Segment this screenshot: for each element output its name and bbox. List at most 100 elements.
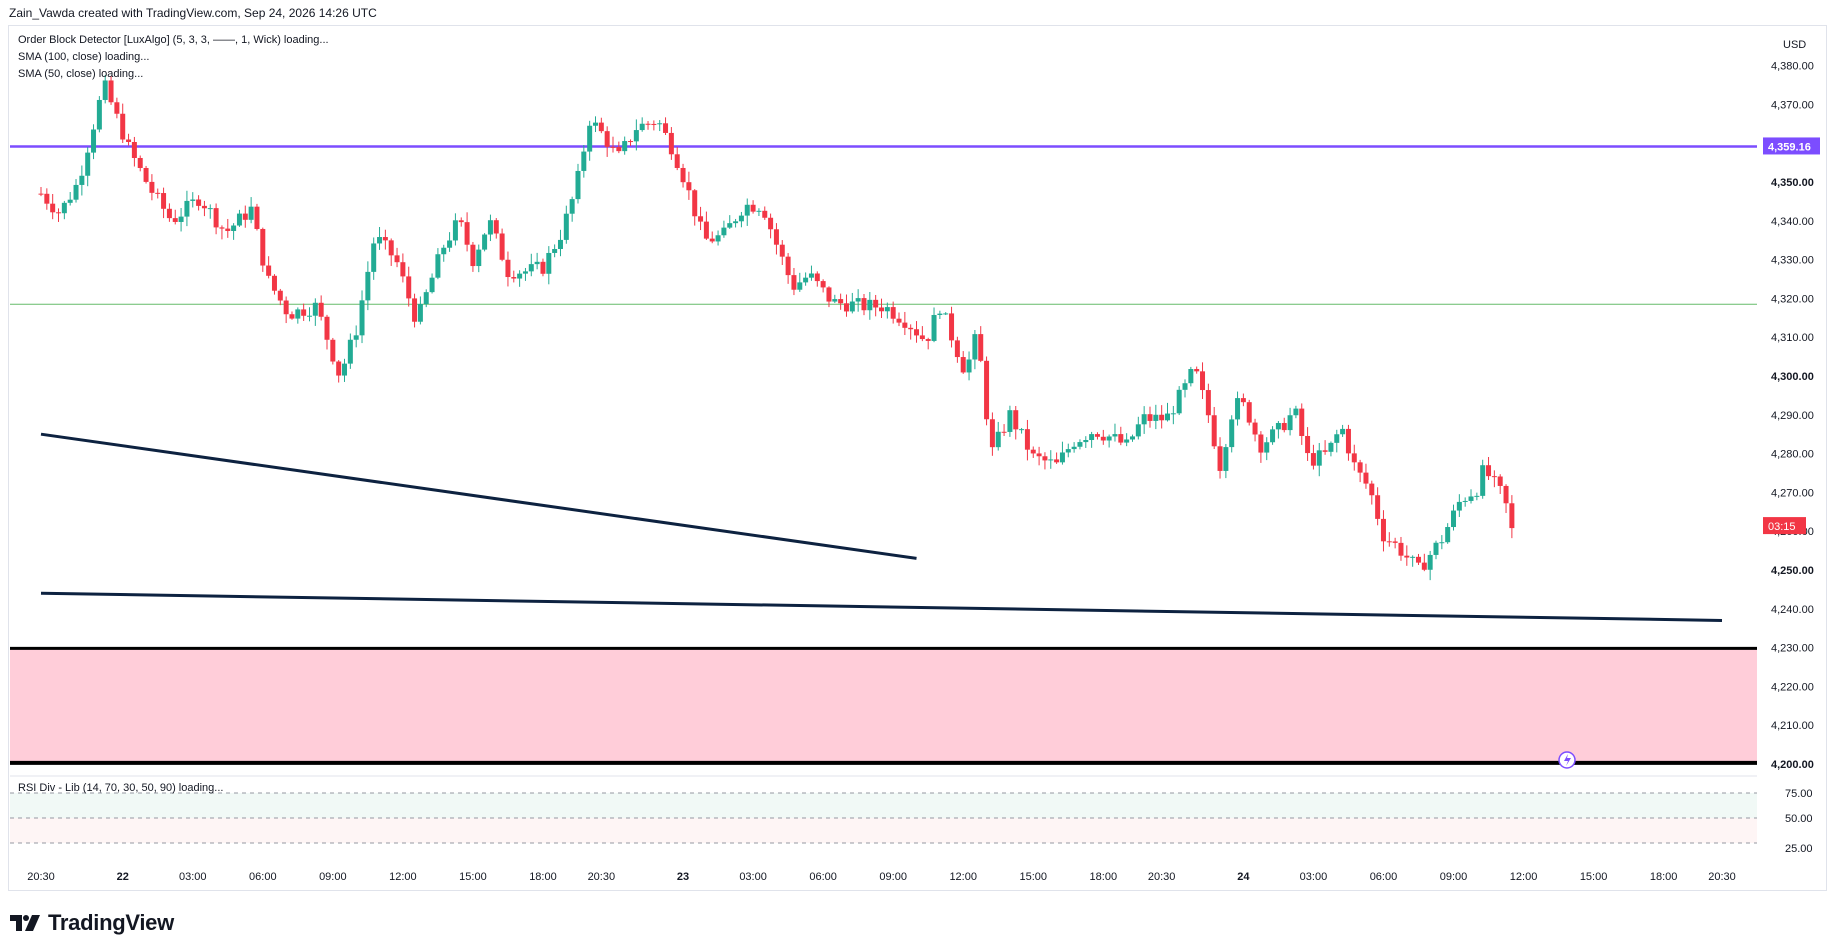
candle-down [1486, 465, 1492, 477]
candle-down [336, 361, 342, 376]
price-tick-label: 4,230.00 [1771, 643, 1814, 655]
candle-up [248, 206, 254, 220]
candle-down [949, 313, 955, 341]
candle-down [1404, 555, 1410, 558]
time-tick-label: 03:00 [1300, 871, 1328, 883]
price-tick-label: 4,330.00 [1771, 255, 1814, 267]
candle-down [283, 300, 289, 315]
indicator-sma100[interactable]: SMA (100, close) loading... [18, 51, 150, 63]
candle-down [902, 322, 908, 328]
candle-up [972, 334, 978, 360]
candle-down [318, 302, 324, 317]
price-label-bg [1763, 137, 1820, 155]
candle-up [1439, 542, 1445, 544]
candle-up [85, 152, 91, 176]
candle-up [546, 252, 552, 274]
candle-down [1281, 422, 1287, 431]
time-tick-label: 18:00 [1650, 871, 1678, 883]
candle-down [826, 287, 832, 302]
countdown-bg [1763, 517, 1806, 535]
price-tick-label: 4,250.00 [1771, 565, 1814, 577]
candle-down [785, 256, 791, 276]
rsi-tick-label: 50.00 [1785, 813, 1813, 825]
candle-up [79, 175, 85, 185]
candle-down [1147, 414, 1153, 421]
candle-down [464, 222, 470, 245]
candle-down [1369, 483, 1375, 496]
candle-up [1427, 554, 1433, 570]
candle-down [225, 228, 231, 232]
candle-up [435, 254, 441, 278]
indicator-rsi[interactable]: RSI Div - Lib (14, 70, 30, 50, 90) loadi… [18, 782, 224, 794]
candle-up [306, 315, 312, 317]
candle-down [698, 216, 704, 222]
candle-up [417, 304, 423, 322]
indicator-order-block[interactable]: Order Block Detector [LuxAlgo] (5, 3, 3,… [18, 34, 329, 46]
candle-up [756, 210, 762, 212]
candle-down [1398, 542, 1404, 556]
candle-down [219, 227, 225, 229]
candle-up [622, 141, 628, 152]
candle-down [540, 261, 546, 274]
candle-up [1170, 413, 1176, 415]
indicator-sma50[interactable]: SMA (50, close) loading... [18, 68, 144, 80]
lightning-icon [1564, 754, 1571, 766]
candle-down [1509, 503, 1515, 529]
time-tick-label: 18:00 [1090, 871, 1118, 883]
candle-up [1083, 440, 1089, 443]
time-tick-label: 09:00 [1440, 871, 1468, 883]
candle-up [1462, 500, 1468, 502]
chart-frame [8, 25, 1827, 891]
tradingview-logo[interactable]: TradingView [10, 910, 174, 936]
candle-down [1054, 459, 1060, 463]
candle-up [1340, 428, 1346, 435]
candle-up [1445, 527, 1451, 543]
candle-up [91, 129, 97, 153]
candle-up [639, 123, 645, 131]
candle-down [1246, 402, 1252, 423]
candle-down [382, 237, 388, 241]
candle-down [1211, 415, 1217, 447]
candle-down [1497, 476, 1503, 486]
candle-down [610, 146, 616, 148]
candle-up [715, 235, 721, 242]
candle-down [266, 265, 272, 276]
candle-down [1205, 390, 1211, 416]
time-tick-label: 20:30 [1708, 871, 1736, 883]
price-tick-label: 4,280.00 [1771, 449, 1814, 461]
candle-up [557, 239, 563, 250]
time-tick-label: 03:00 [739, 871, 767, 883]
candle-up [1112, 434, 1118, 437]
candle-up [808, 273, 814, 278]
candle-down [143, 167, 149, 182]
candle-up [1182, 383, 1188, 390]
candle-up [1287, 415, 1293, 431]
candle-up [1153, 414, 1159, 421]
candle-down [277, 290, 283, 301]
candle-up [295, 309, 301, 319]
price-tick-label: 4,270.00 [1771, 487, 1814, 499]
candle-down [1258, 434, 1264, 453]
candle-down [254, 206, 260, 229]
candle-down [1217, 446, 1223, 471]
candle-down [499, 233, 505, 260]
candle-up [943, 313, 949, 315]
candle-up [61, 202, 67, 214]
candle-up [347, 339, 353, 364]
price-tick-label: 4,240.00 [1771, 604, 1814, 616]
time-tick-label: 12:00 [949, 871, 977, 883]
trendline [40, 432, 917, 560]
candle-up [1071, 446, 1077, 450]
time-tick-label: 22 [117, 871, 129, 883]
candle-down [1024, 429, 1030, 450]
candle-down [1392, 541, 1398, 543]
time-axis: 20:30 22 03:00 06:00 09:00 12:00 15:00 18:00 20:… [27, 871, 1736, 883]
candle-up [371, 243, 377, 272]
candle-down [126, 139, 132, 143]
candle-down [896, 318, 902, 323]
candle-down [645, 123, 651, 125]
candle-down [861, 298, 867, 311]
candle-down [137, 157, 143, 168]
price-tick-label: 4,300.00 [1771, 371, 1814, 383]
